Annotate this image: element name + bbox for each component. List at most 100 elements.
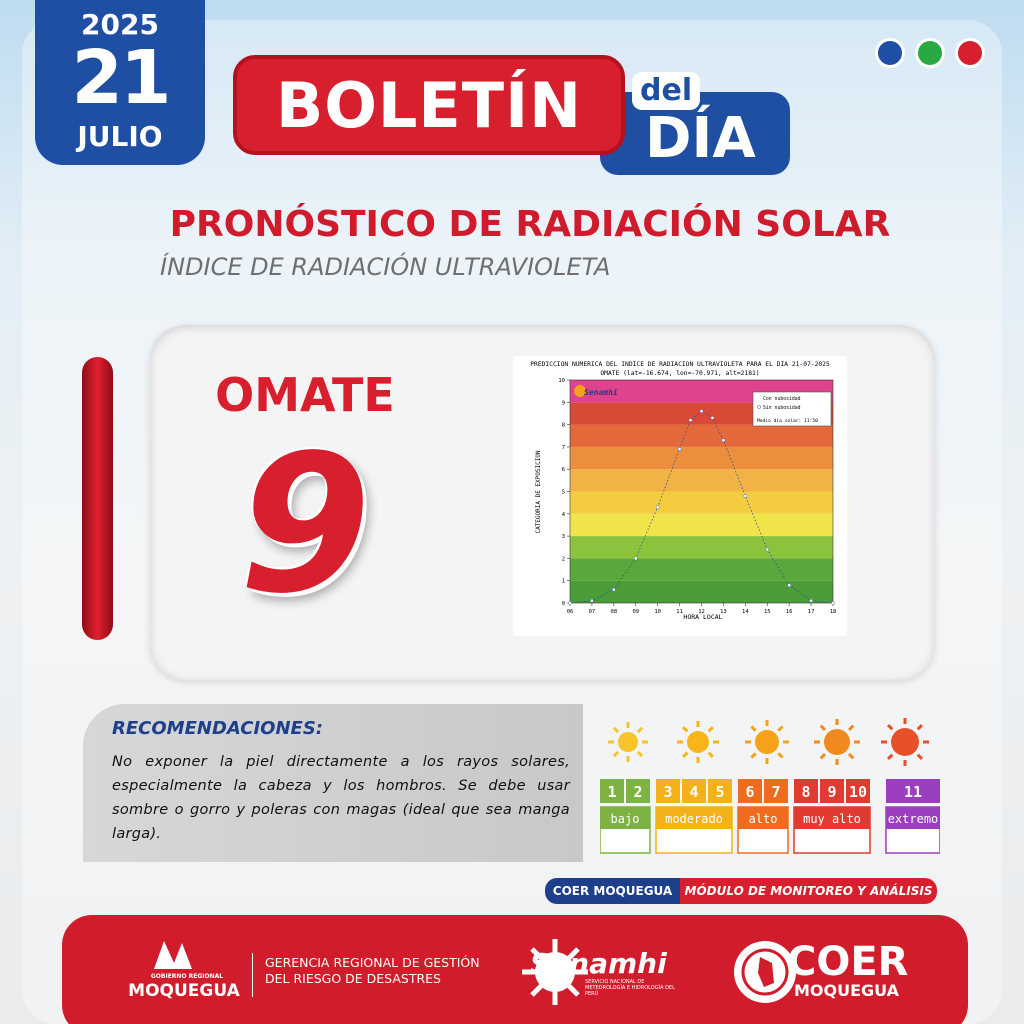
exposure-band — [570, 536, 833, 559]
chart: PREDICCION NUMERICA DEL INDICE DE RADIAC… — [530, 361, 837, 621]
senamhi: Senamhi — [530, 947, 667, 980]
uv-level: 1 — [607, 783, 616, 801]
chart-title: PREDICCION NUMERICA DEL INDICE DE RADIAC… — [530, 361, 830, 368]
uv-level: 9 — [827, 783, 836, 801]
date-box: 2025 21 JULIO — [35, 0, 205, 165]
coer: COER — [787, 939, 909, 985]
sun-ray — [777, 725, 784, 732]
month: JULIO — [77, 120, 163, 153]
sun-ray — [636, 726, 644, 734]
series-point — [787, 583, 791, 587]
dot — [915, 38, 945, 68]
series-point — [633, 556, 638, 561]
exposure-band — [570, 513, 833, 537]
chart-box: PREDICCION NUMERICA DEL INDICE DE RADIAC… — [513, 356, 847, 636]
series-point — [612, 587, 616, 592]
uv-level: 11 — [904, 783, 922, 801]
uv-level-box — [626, 779, 650, 803]
series-point — [699, 409, 704, 414]
sun-ray — [707, 751, 714, 758]
uv-scale: 1 2 bajo 3 4 5 moderado 6 7 alto 8 9 10 muy alto 11 ext… — [600, 718, 940, 854]
uv-level: 3 — [663, 783, 672, 801]
y-tick-label: 0 — [562, 601, 565, 607]
uv-category-band — [738, 807, 788, 829]
uv-index: 9 — [238, 414, 372, 635]
x-tick-label: 16 — [786, 609, 793, 615]
gore-logo — [154, 941, 192, 969]
title-small: del — [632, 72, 701, 110]
heading: PRONÓSTICO DE RADIACIÓN SOLAR — [169, 204, 891, 245]
y-tick-label: 2 — [562, 556, 565, 562]
series-point — [568, 601, 572, 605]
uv-level: 5 — [715, 783, 724, 801]
plot-frame — [569, 379, 834, 604]
badge-right: MÓDULO DE MONITOREO Y ANÁLISIS — [680, 878, 937, 904]
sun-ray — [750, 725, 757, 732]
series-point — [809, 598, 813, 603]
uv-level: 7 — [771, 783, 780, 801]
legend-swatch — [757, 405, 761, 409]
series-point — [721, 438, 726, 443]
recommendations-text: No exponer la piel directamente a los ra… — [112, 754, 570, 842]
sun-ray — [886, 753, 894, 761]
x-tick-label: 13 — [720, 609, 727, 615]
sun-ray — [847, 752, 855, 760]
sun-ray — [682, 751, 689, 758]
uv-level-box — [764, 779, 788, 803]
day: 21 — [71, 35, 172, 121]
sun-ray — [819, 752, 827, 760]
uv-level: 10 — [849, 783, 867, 801]
y-tick-label: 3 — [562, 534, 565, 540]
divider — [252, 953, 253, 997]
x-tick-label: 10 — [654, 609, 661, 615]
subheading: ÍNDICE DE RADIACIÓN ULTRAVIOLETA — [160, 253, 611, 281]
x-tick-label: 14 — [742, 609, 749, 615]
uv-level-box — [682, 779, 706, 803]
gerencia-2: DEL RIESGO DE DESASTRES — [265, 971, 441, 986]
x-tick-label: 15 — [764, 609, 771, 615]
series-point — [710, 416, 715, 420]
heading-wrap: PRONÓSTICO DE RADIACIÓN SOLAR — [0, 204, 1024, 245]
recommendations-box — [83, 704, 583, 862]
y-tick-label: 10 — [558, 378, 565, 384]
sun-icon — [891, 728, 919, 756]
gerencia-1: GERENCIA REGIONAL DE GESTIÓN — [265, 955, 480, 970]
uv-level-box — [656, 779, 680, 803]
sun-ray — [847, 724, 855, 732]
x-tick-label: 17 — [808, 609, 815, 615]
badge-left: COER MOQUEGUA — [545, 878, 680, 904]
series-line — [569, 410, 834, 604]
y-tick-label: 4 — [562, 512, 566, 518]
series-point — [677, 447, 682, 451]
exposure-band — [570, 580, 833, 603]
y-tick-label: 6 — [562, 467, 565, 473]
coer-seal — [734, 941, 796, 1003]
sun-icon — [687, 731, 709, 753]
station: OMATE — [215, 368, 395, 422]
legend-label: Sin nubosidad — [763, 405, 801, 411]
legend-box — [752, 391, 832, 427]
x-tick-label: 18 — [830, 609, 837, 615]
series-point — [655, 505, 660, 509]
x-tick-label: 07 — [589, 609, 596, 615]
title-big: DÍA — [645, 106, 756, 171]
title: BOLETÍN — [275, 69, 583, 142]
gore: MOQUEGUA — [128, 981, 240, 1001]
uv-category-band — [794, 807, 870, 829]
sun-ray — [707, 726, 714, 733]
badge: COER MOQUEGUA MÓDULO DE MONITOREO Y ANÁL… — [545, 878, 937, 904]
series-point — [765, 547, 770, 552]
uv-category-band — [656, 807, 732, 829]
exposure-band — [570, 446, 833, 470]
exposure-band — [570, 558, 833, 581]
uv-level-box — [846, 779, 870, 803]
series-point — [688, 418, 693, 422]
series-point — [831, 601, 835, 605]
uv-category: muy alto — [803, 812, 861, 826]
red-pill — [82, 357, 113, 640]
y-tick-label: 5 — [562, 490, 565, 496]
sun-ray — [612, 726, 620, 734]
series-point — [590, 598, 594, 603]
y-tick-label: 8 — [562, 423, 565, 429]
sun-ray — [612, 750, 620, 758]
